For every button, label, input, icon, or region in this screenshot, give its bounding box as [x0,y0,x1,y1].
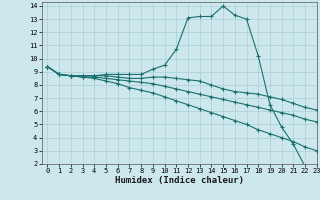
X-axis label: Humidex (Indice chaleur): Humidex (Indice chaleur) [115,176,244,185]
